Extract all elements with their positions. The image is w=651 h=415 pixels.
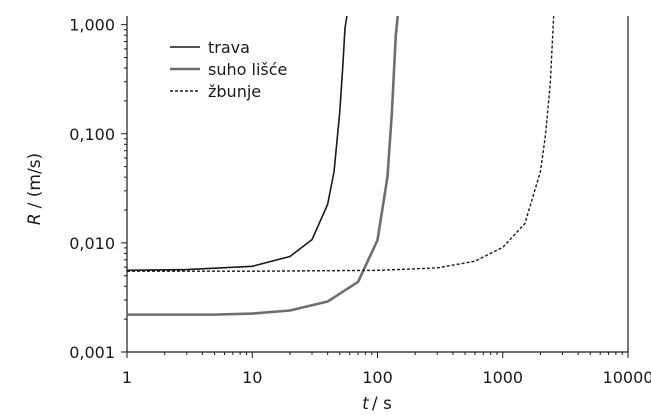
axes — [126, 16, 629, 353]
x-tick-label: 100 — [362, 368, 393, 387]
y-axis-variable: R — [25, 213, 45, 225]
series-layer — [127, 16, 555, 316]
x-tick-label: 10 — [242, 368, 262, 387]
y-axis-title: R / (m/s) — [25, 153, 45, 225]
series-line-suho-lisce — [127, 16, 400, 316]
legend-label-suho-lisce: suho lišće — [208, 60, 287, 79]
ticks: 0,001 0,010 0,100 1,000 1 10 100 1000 10000 — [69, 16, 651, 387]
x-axis-variable: t — [362, 394, 370, 414]
x-tick-label: 1000 — [482, 368, 523, 387]
x-tick-label: 10000 — [603, 368, 651, 387]
x-axis-title: t / s — [362, 394, 392, 414]
y-axis-unit: / (m/s) — [25, 153, 45, 209]
x-axis-unit: / s — [372, 394, 392, 414]
x-tick-label: 1 — [122, 368, 132, 387]
y-tick-label: 0,010 — [69, 234, 115, 253]
series-line-zbunje — [127, 16, 555, 272]
y-tick-label: 1,000 — [69, 16, 115, 35]
legend: trava suho lišće žbunje — [170, 38, 287, 101]
y-tick-label: 0,001 — [69, 343, 115, 362]
series-line-trava — [127, 16, 348, 272]
legend-label-trava: trava — [208, 38, 250, 57]
legend-label-zbunje: žbunje — [208, 82, 261, 101]
y-tick-label: 0,100 — [69, 125, 115, 144]
